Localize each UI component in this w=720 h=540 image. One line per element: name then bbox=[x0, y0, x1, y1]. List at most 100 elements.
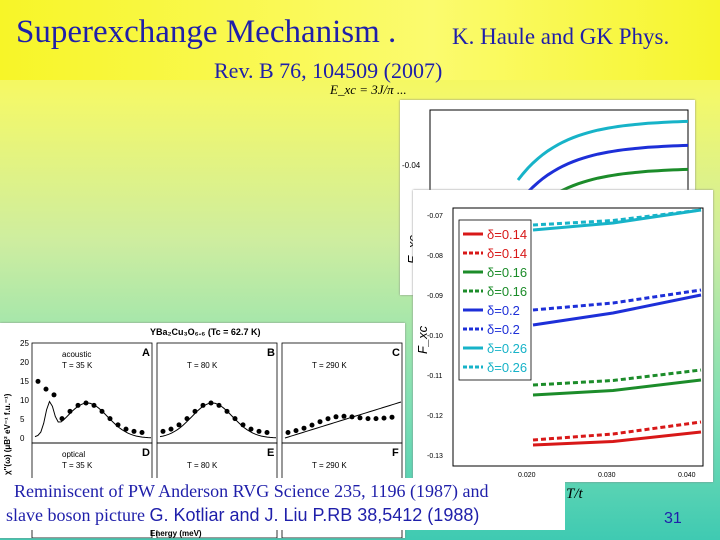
neutron-point bbox=[192, 408, 198, 414]
neutron-panel-letter: B bbox=[267, 347, 275, 359]
neutron-point bbox=[216, 402, 222, 408]
neutron-panel-letter: C bbox=[392, 347, 400, 359]
neutron-point bbox=[285, 430, 291, 435]
neutron-point bbox=[184, 416, 190, 422]
neutron-panel-frame bbox=[156, 342, 278, 444]
neutron-point bbox=[160, 428, 166, 434]
front-xlabel-text: T/t bbox=[566, 486, 583, 502]
neutron-point bbox=[83, 400, 89, 406]
legend-label: δ=0.14 bbox=[487, 246, 527, 261]
neutron-ylabel: χ''(ω) (μB² eV⁻¹ f.u.⁻¹) bbox=[3, 393, 12, 475]
front-ytick: -0.10 bbox=[427, 333, 443, 340]
title-band bbox=[0, 0, 720, 80]
slide-title: Superexchange Mechanism . bbox=[16, 14, 397, 50]
front-ytick: -0.08 bbox=[427, 253, 443, 260]
front-plot-frame bbox=[452, 207, 704, 467]
legend-label: δ=0.2 bbox=[487, 322, 520, 337]
legend-label: δ=0.26 bbox=[487, 341, 527, 356]
neutron-point bbox=[75, 402, 81, 408]
neutron-point bbox=[333, 414, 339, 420]
neutron-point bbox=[240, 422, 246, 428]
neutron-panel-temp: T = 80 K bbox=[187, 361, 218, 370]
neutron-panel-letter: F bbox=[392, 447, 399, 459]
legend-label: δ=0.16 bbox=[487, 265, 527, 280]
free-energy-svg: -0.07 -0.08 -0.09 -0.10 -0.11 -0.12 -0.13 0.02… bbox=[415, 207, 704, 479]
neutron-point bbox=[139, 430, 145, 435]
neutron-point bbox=[309, 422, 315, 428]
neutron-ytick: 10 bbox=[20, 396, 29, 405]
legend-label: δ=0.16 bbox=[487, 284, 527, 299]
neutron-title: YBa₂Cu₃O₆.₆ (Tc = 62.7 K) bbox=[150, 327, 260, 337]
neutron-point bbox=[35, 378, 41, 384]
caption-line-2: slave boson picture G. Kotliar and J. Li… bbox=[6, 505, 479, 526]
neutron-point bbox=[264, 430, 270, 435]
page-number: 31 bbox=[664, 510, 682, 527]
legend-box bbox=[458, 219, 532, 381]
front-xticks: 0.020 0.030 0.040 bbox=[518, 472, 696, 479]
neutron-point bbox=[43, 386, 49, 392]
neutron-point bbox=[381, 415, 387, 421]
neutron-point bbox=[293, 428, 299, 434]
neutron-point bbox=[373, 416, 379, 422]
neutron-point bbox=[168, 426, 174, 432]
neutron-panel-letter: D bbox=[142, 447, 150, 459]
front-curve bbox=[532, 293, 702, 327]
neutron-point bbox=[176, 422, 182, 428]
front-ytick: -0.13 bbox=[427, 453, 443, 460]
caption-box bbox=[0, 478, 565, 530]
neutron-point bbox=[357, 415, 363, 421]
neutron-yticks: 0 5 10 15 20 25 bbox=[20, 339, 29, 443]
front-xtick: 0.030 bbox=[598, 472, 616, 479]
neutron-panel-mode: optical bbox=[62, 450, 85, 459]
neutron-point bbox=[349, 414, 355, 420]
neutron-curve bbox=[284, 401, 402, 439]
legend-label: δ=0.26 bbox=[487, 360, 527, 375]
neutron-panel-temp: T = 290 K bbox=[312, 361, 347, 370]
front-xtick: 0.040 bbox=[678, 472, 696, 479]
neutron-ytick: 0 bbox=[20, 434, 25, 443]
neutron-point bbox=[99, 408, 105, 414]
back-curve bbox=[516, 143, 689, 205]
neutron-panel-temp: T = 290 K bbox=[312, 461, 347, 470]
neutron-point bbox=[325, 416, 331, 422]
neutron-point bbox=[91, 402, 97, 408]
neutron-point bbox=[224, 408, 230, 414]
neutron-panel-temp: T = 35 K bbox=[62, 361, 93, 370]
front-curve bbox=[532, 420, 702, 442]
neutron-panel-frame bbox=[31, 342, 153, 444]
front-curve bbox=[532, 368, 702, 387]
caption-line-2-sans: G. Kotliar and J. Liu P.RB 38,5412 (1988… bbox=[149, 505, 480, 525]
neutron-point bbox=[208, 400, 214, 406]
slide-authors: K. Haule and GK Phys. bbox=[452, 24, 670, 49]
legend: δ=0.14 δ=0.14 δ=0.16 δ=0.16 δ=0.2 δ=0.2 δ=0.26… bbox=[463, 227, 527, 375]
back-curve bbox=[516, 119, 689, 181]
neutron-point bbox=[389, 414, 395, 420]
front-curves bbox=[532, 208, 702, 447]
caption-line-2-serif: slave boson picture bbox=[6, 505, 145, 525]
neutron-point bbox=[67, 408, 73, 414]
back-ytick: -0.04 bbox=[402, 161, 421, 170]
neutron-point bbox=[115, 422, 121, 428]
neutron-point bbox=[107, 416, 113, 422]
front-ytick: -0.07 bbox=[427, 213, 443, 220]
neutron-point bbox=[341, 413, 347, 419]
neutron-panel-temp: T = 35 K bbox=[62, 461, 93, 470]
neutron-point bbox=[51, 392, 57, 398]
front-ytick: -0.11 bbox=[427, 373, 443, 380]
legend-label: δ=0.14 bbox=[487, 227, 527, 242]
front-xtick: 0.020 bbox=[518, 472, 536, 479]
neutron-ytick: 20 bbox=[20, 358, 29, 367]
front-curve bbox=[532, 288, 702, 312]
front-curve bbox=[532, 208, 702, 227]
front-curve bbox=[532, 378, 702, 397]
neutron-point bbox=[256, 428, 262, 434]
neutron-point bbox=[200, 402, 206, 408]
neutron-point bbox=[317, 419, 323, 425]
neutron-panel-temp: T = 80 K bbox=[187, 461, 218, 470]
neutron-point bbox=[248, 426, 254, 432]
front-ytick: -0.12 bbox=[427, 413, 443, 420]
neutron-point bbox=[59, 416, 65, 422]
neutron-xlabel: Energy (meV) bbox=[150, 529, 202, 538]
neutron-panel-letter: A bbox=[142, 347, 150, 359]
legend-label: δ=0.2 bbox=[487, 303, 520, 318]
